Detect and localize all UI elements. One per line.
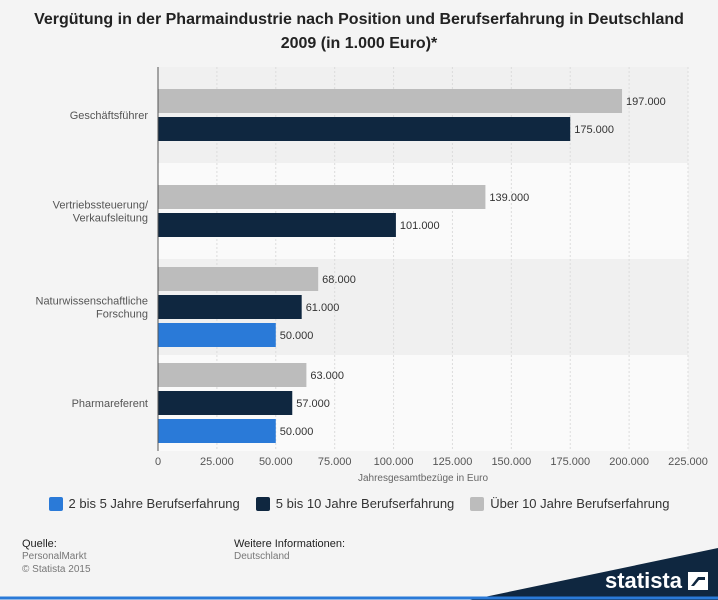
legend-label-2-5: 2 bis 5 Jahre Berufserfahrung bbox=[68, 496, 240, 511]
logo-text: statista bbox=[604, 568, 682, 593]
legend-label-5-10: 5 bis 10 Jahre Berufserfahrung bbox=[275, 496, 455, 511]
legend-item-over-10[interactable]: Über 10 Jahre Berufserfahrung bbox=[470, 496, 670, 511]
legend: 2 bis 5 Jahre Berufserfahrung 5 bis 10 J… bbox=[0, 496, 718, 511]
category-label: Forschung bbox=[96, 309, 148, 321]
category-band bbox=[158, 163, 688, 259]
category-label: Vertriebssteuerung/ bbox=[53, 200, 149, 212]
category-label: Verkaufsleitung bbox=[73, 213, 148, 225]
bar bbox=[158, 363, 307, 387]
data-label: 68.000 bbox=[322, 274, 356, 286]
category-label: Pharmareferent bbox=[72, 398, 148, 410]
legend-swatch-2-5 bbox=[48, 496, 63, 511]
bar bbox=[158, 213, 396, 237]
bar bbox=[158, 323, 276, 347]
legend-item-5-10[interactable]: 5 bis 10 Jahre Berufserfahrung bbox=[255, 496, 455, 511]
x-tick-label: 200.000 bbox=[609, 456, 649, 468]
category-label: Naturwissenschaftliche bbox=[36, 296, 149, 308]
source-line-2: © Statista 2015 bbox=[22, 564, 91, 575]
chart-title: Vergütung in der Pharmaindustrie nach Po… bbox=[34, 11, 684, 52]
data-label: 50.000 bbox=[280, 330, 314, 342]
data-label: 101.000 bbox=[400, 220, 440, 232]
statista-logo[interactable]: statista bbox=[605, 568, 708, 594]
data-label: 197.000 bbox=[626, 96, 666, 108]
x-tick-label: 75.000 bbox=[318, 456, 352, 468]
legend-swatch-over-10 bbox=[470, 496, 485, 511]
bar bbox=[158, 295, 302, 319]
data-label: 61.000 bbox=[306, 302, 340, 314]
bar bbox=[158, 117, 571, 141]
x-tick-label: 175.000 bbox=[550, 456, 590, 468]
source-heading: Quelle: bbox=[22, 538, 57, 550]
bar bbox=[158, 391, 293, 415]
legend-swatch-5-10 bbox=[255, 496, 270, 511]
x-tick-label: 150.000 bbox=[491, 456, 531, 468]
data-label: 175.000 bbox=[574, 124, 614, 136]
info-block: Weitere Informationen: Deutschland bbox=[234, 538, 345, 563]
x-tick-label: 25.000 bbox=[200, 456, 234, 468]
legend-label-over-10: Über 10 Jahre Berufserfahrung bbox=[490, 496, 670, 511]
category-label: Geschäftsführer bbox=[70, 110, 149, 122]
x-tick-label: 125.000 bbox=[433, 456, 473, 468]
info-heading: Weitere Informationen: bbox=[234, 538, 346, 550]
x-axis-title: Jahresgesamtbezüge in Euro bbox=[358, 473, 489, 484]
legend-item-2-5[interactable]: 2 bis 5 Jahre Berufserfahrung bbox=[48, 496, 240, 511]
data-label: 50.000 bbox=[280, 426, 314, 438]
source-line-1: PersonalMarkt bbox=[22, 551, 87, 562]
x-tick-label: 100.000 bbox=[374, 456, 414, 468]
category-band bbox=[158, 67, 688, 163]
x-tick-label: 50.000 bbox=[259, 456, 293, 468]
logo-icon bbox=[688, 572, 708, 590]
bar bbox=[158, 267, 319, 291]
info-line-1: Deutschland bbox=[234, 551, 290, 562]
bar bbox=[158, 419, 276, 443]
x-tick-label: 0 bbox=[155, 456, 161, 468]
x-tick-label: 225.000 bbox=[668, 456, 708, 468]
data-label: 63.000 bbox=[310, 370, 344, 382]
bar bbox=[158, 89, 623, 113]
bar-chart: 0 25.000 50.000 75.000 100.000 125.000 150.000… bbox=[36, 67, 708, 484]
source-block: Quelle: PersonalMarkt © Statista 2015 bbox=[22, 538, 91, 576]
data-label: 57.000 bbox=[296, 398, 330, 410]
bar bbox=[158, 185, 486, 209]
data-label: 139.000 bbox=[489, 192, 529, 204]
